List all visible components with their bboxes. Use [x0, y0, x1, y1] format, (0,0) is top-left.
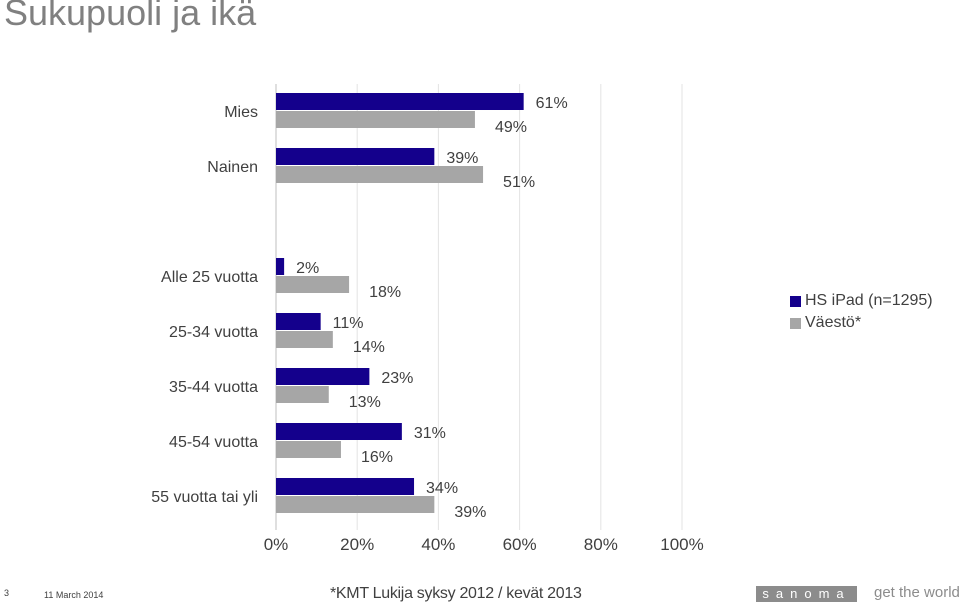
- bar-hs-ipad: [276, 258, 285, 275]
- category-label: Alle 25 vuotta: [161, 269, 258, 286]
- data-label: 39%: [446, 150, 478, 167]
- source-note: *KMT Lukija syksy 2012 / kevät 2013: [330, 585, 582, 602]
- value-labels: 61% 39% 2% 11% 23% 31% 34% 49% 51% 18% 14% 13% 16% 39…: [296, 95, 568, 521]
- data-label: 14%: [353, 339, 385, 356]
- category-label: 35-44 vuotta: [169, 379, 258, 396]
- data-label: 13%: [349, 394, 381, 411]
- legend-label-hs-ipad: HS iPad (n=1295): [805, 292, 933, 309]
- data-label: 51%: [503, 174, 535, 191]
- legend: HS iPad (n=1295) Väestö*: [790, 290, 933, 334]
- legend-item-vaesto: Väestö*: [790, 312, 933, 334]
- page-title: Sukupuoli ja ikä: [4, 0, 257, 33]
- legend-swatch-hs-ipad: [790, 295, 801, 307]
- data-label: 23%: [381, 370, 413, 387]
- category-label: Nainen: [207, 159, 258, 176]
- bar-hs-ipad: [276, 368, 370, 385]
- category-label: 25-34 vuotta: [169, 324, 258, 341]
- x-axis-ticks: 0% 20% 40% 60% 80% 100%: [264, 535, 704, 554]
- bar-hs-ipad: [276, 478, 415, 495]
- bar-vaesto: [276, 276, 350, 293]
- x-tick-label: 0%: [264, 535, 289, 554]
- legend-label-vaesto: Väestö*: [805, 314, 862, 331]
- data-label: 2%: [296, 260, 319, 277]
- data-label: 34%: [426, 480, 458, 497]
- data-label: 49%: [495, 119, 527, 136]
- footer-date: 11 March 2014: [44, 590, 104, 600]
- bar-hs-ipad: [276, 93, 524, 110]
- x-tick-label: 100%: [660, 535, 703, 554]
- bar-hs-ipad: [276, 148, 435, 165]
- bar-vaesto: [276, 386, 329, 403]
- category-labels: Mies Nainen Alle 25 vuotta 25-34 vuotta 35-4…: [151, 104, 258, 506]
- bar-vaesto: [276, 441, 341, 458]
- sanoma-logo: sanoma: [756, 586, 857, 602]
- data-label: 18%: [369, 284, 401, 301]
- bar-vaesto: [276, 331, 333, 348]
- data-label: 31%: [414, 425, 446, 442]
- bar-vaesto: [276, 111, 475, 128]
- data-label: 39%: [454, 504, 486, 521]
- x-tick-label: 80%: [584, 535, 618, 554]
- category-label: Mies: [224, 104, 258, 121]
- x-tick-label: 40%: [421, 535, 455, 554]
- bar-vaesto: [276, 496, 435, 513]
- tagline: get the world: [874, 584, 960, 601]
- footer: 3 11 March 2014 *KMT Lukija syksy 2012 /…: [0, 580, 960, 604]
- page-number: 3: [4, 588, 10, 598]
- bar-vaesto: [276, 166, 484, 183]
- x-tick-label: 20%: [340, 535, 374, 554]
- bar-hs-ipad: [276, 313, 321, 330]
- bars: [276, 93, 524, 513]
- category-label: 45-54 vuotta: [169, 434, 258, 451]
- data-label: 61%: [536, 95, 568, 112]
- bar-chart: 61% 39% 2% 11% 23% 31% 34% 49% 51% 18% 14% 13% 16% 39…: [151, 84, 704, 554]
- legend-swatch-vaesto: [790, 317, 801, 329]
- legend-item-hs-ipad: HS iPad (n=1295): [790, 290, 933, 312]
- category-label: 55 vuotta tai yli: [151, 489, 258, 506]
- bar-hs-ipad: [276, 423, 402, 440]
- data-label: 16%: [361, 449, 393, 466]
- data-label: 11%: [333, 315, 364, 332]
- x-tick-label: 60%: [503, 535, 537, 554]
